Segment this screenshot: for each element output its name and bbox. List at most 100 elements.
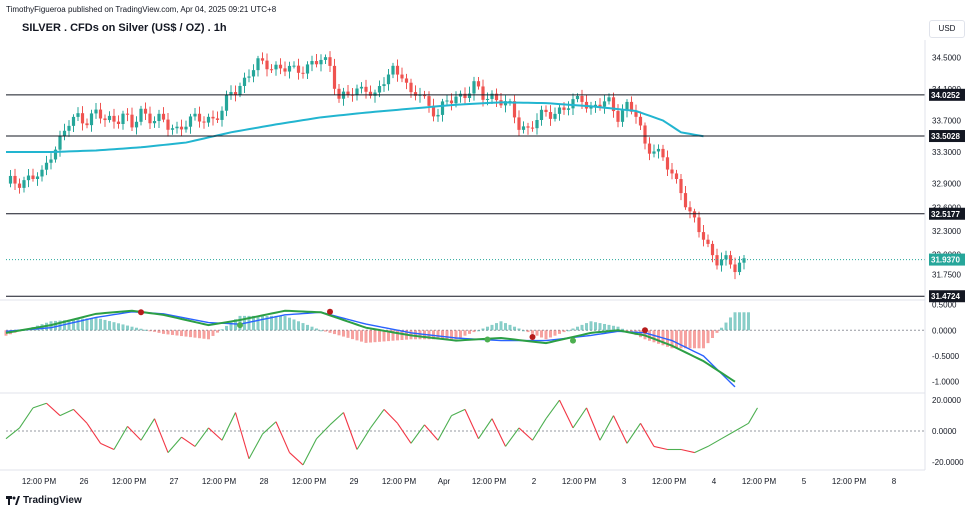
time-axis-label: Apr bbox=[438, 477, 451, 486]
candle-body bbox=[143, 108, 148, 114]
candle bbox=[265, 53, 269, 77]
candle bbox=[206, 113, 211, 127]
candle bbox=[40, 165, 44, 182]
candle bbox=[557, 104, 562, 121]
price-level-tag bbox=[929, 88, 965, 101]
candle-body bbox=[683, 193, 688, 208]
macd-histogram-bar bbox=[72, 319, 75, 331]
macd-histogram-bar bbox=[247, 315, 251, 331]
candle bbox=[175, 121, 179, 134]
macd-histogram-bar bbox=[508, 324, 512, 331]
candle bbox=[346, 84, 350, 98]
time-axis-label: 8 bbox=[892, 477, 897, 486]
candle-body bbox=[139, 108, 143, 122]
tradingview-brand[interactable]: TradingView bbox=[6, 495, 82, 506]
candle bbox=[157, 109, 161, 129]
candle-body bbox=[571, 99, 575, 109]
candle-body bbox=[49, 159, 53, 163]
macd-histogram-bar bbox=[373, 330, 377, 343]
candle bbox=[710, 240, 715, 263]
candle bbox=[530, 121, 535, 132]
osc-axis-label: -20.0000 bbox=[932, 458, 964, 467]
candle bbox=[166, 112, 170, 137]
time-axis-label: 12:00 PM bbox=[292, 477, 327, 486]
macd-histogram-bar bbox=[207, 330, 210, 340]
candle bbox=[701, 225, 706, 247]
candles-group bbox=[8, 51, 746, 280]
candle-body bbox=[526, 126, 530, 128]
osc-segment bbox=[424, 424, 439, 441]
osc-segment bbox=[653, 445, 668, 451]
candle-body bbox=[85, 123, 89, 126]
candle bbox=[103, 114, 107, 127]
candle-body bbox=[193, 113, 197, 117]
macd-histogram-bar bbox=[198, 330, 201, 339]
macd-cross-marker bbox=[529, 333, 536, 340]
candle-body bbox=[130, 114, 134, 128]
candle bbox=[355, 84, 359, 101]
candle-body bbox=[35, 176, 40, 179]
candle-body bbox=[634, 111, 638, 117]
candle-body bbox=[260, 58, 265, 61]
candle-body bbox=[517, 117, 521, 130]
candle bbox=[742, 254, 746, 270]
candle bbox=[382, 77, 386, 92]
candle bbox=[418, 87, 422, 103]
candle bbox=[431, 98, 436, 122]
price-level-label: 34.0252 bbox=[931, 91, 960, 100]
candle bbox=[647, 137, 652, 161]
osc-segment bbox=[234, 412, 250, 459]
osc-segment bbox=[113, 426, 128, 450]
currency-button[interactable]: USD bbox=[929, 20, 965, 38]
candle-body bbox=[301, 72, 305, 74]
price-level-tag bbox=[929, 130, 965, 143]
candle-body bbox=[292, 65, 296, 67]
price-axis-label: 32.3000 bbox=[932, 227, 961, 236]
macd-histogram-bar bbox=[526, 330, 530, 333]
price-axis-label: 33.7000 bbox=[932, 116, 961, 125]
candle-body bbox=[170, 128, 175, 130]
candle-body bbox=[22, 180, 26, 188]
candle bbox=[526, 122, 530, 135]
osc-segment bbox=[721, 430, 736, 440]
candle-body bbox=[472, 81, 476, 94]
candle-body bbox=[395, 65, 400, 75]
candle-body bbox=[373, 92, 377, 96]
macd-histogram-bar bbox=[711, 330, 714, 338]
candle-body bbox=[13, 175, 17, 184]
candle-body bbox=[328, 57, 332, 66]
candle-body bbox=[616, 111, 620, 122]
candle bbox=[706, 234, 710, 248]
macd-histogram-bar bbox=[670, 330, 674, 349]
candle bbox=[130, 107, 134, 132]
macd-histogram-bar bbox=[360, 330, 363, 342]
candle bbox=[512, 95, 517, 124]
candle bbox=[373, 89, 377, 103]
candle bbox=[584, 94, 589, 113]
candle-body bbox=[103, 118, 107, 121]
candle bbox=[670, 162, 674, 180]
candle-body bbox=[364, 86, 368, 92]
macd-histogram-bar bbox=[193, 330, 197, 338]
macd-histogram-bar bbox=[391, 330, 395, 341]
candle bbox=[332, 58, 337, 95]
candle-body bbox=[233, 92, 238, 95]
price-axis-label: 33.3000 bbox=[932, 148, 961, 157]
macd-histogram-bar bbox=[162, 330, 165, 334]
macd-histogram-bar bbox=[616, 326, 620, 331]
osc-segment bbox=[437, 415, 452, 441]
candle-body bbox=[656, 148, 661, 152]
macd-histogram-bar bbox=[414, 330, 417, 340]
osc-segment bbox=[464, 409, 479, 439]
osc-segment bbox=[153, 418, 169, 453]
macd-cross-marker bbox=[484, 336, 491, 343]
candle bbox=[125, 108, 130, 122]
macd-histogram-bar bbox=[486, 326, 489, 331]
macd-histogram-bar bbox=[256, 315, 260, 331]
candle bbox=[314, 53, 319, 68]
macd-histogram-bar bbox=[549, 330, 552, 338]
candle bbox=[274, 61, 278, 76]
macd-histogram-bar bbox=[589, 321, 593, 331]
candle-body bbox=[580, 95, 584, 102]
